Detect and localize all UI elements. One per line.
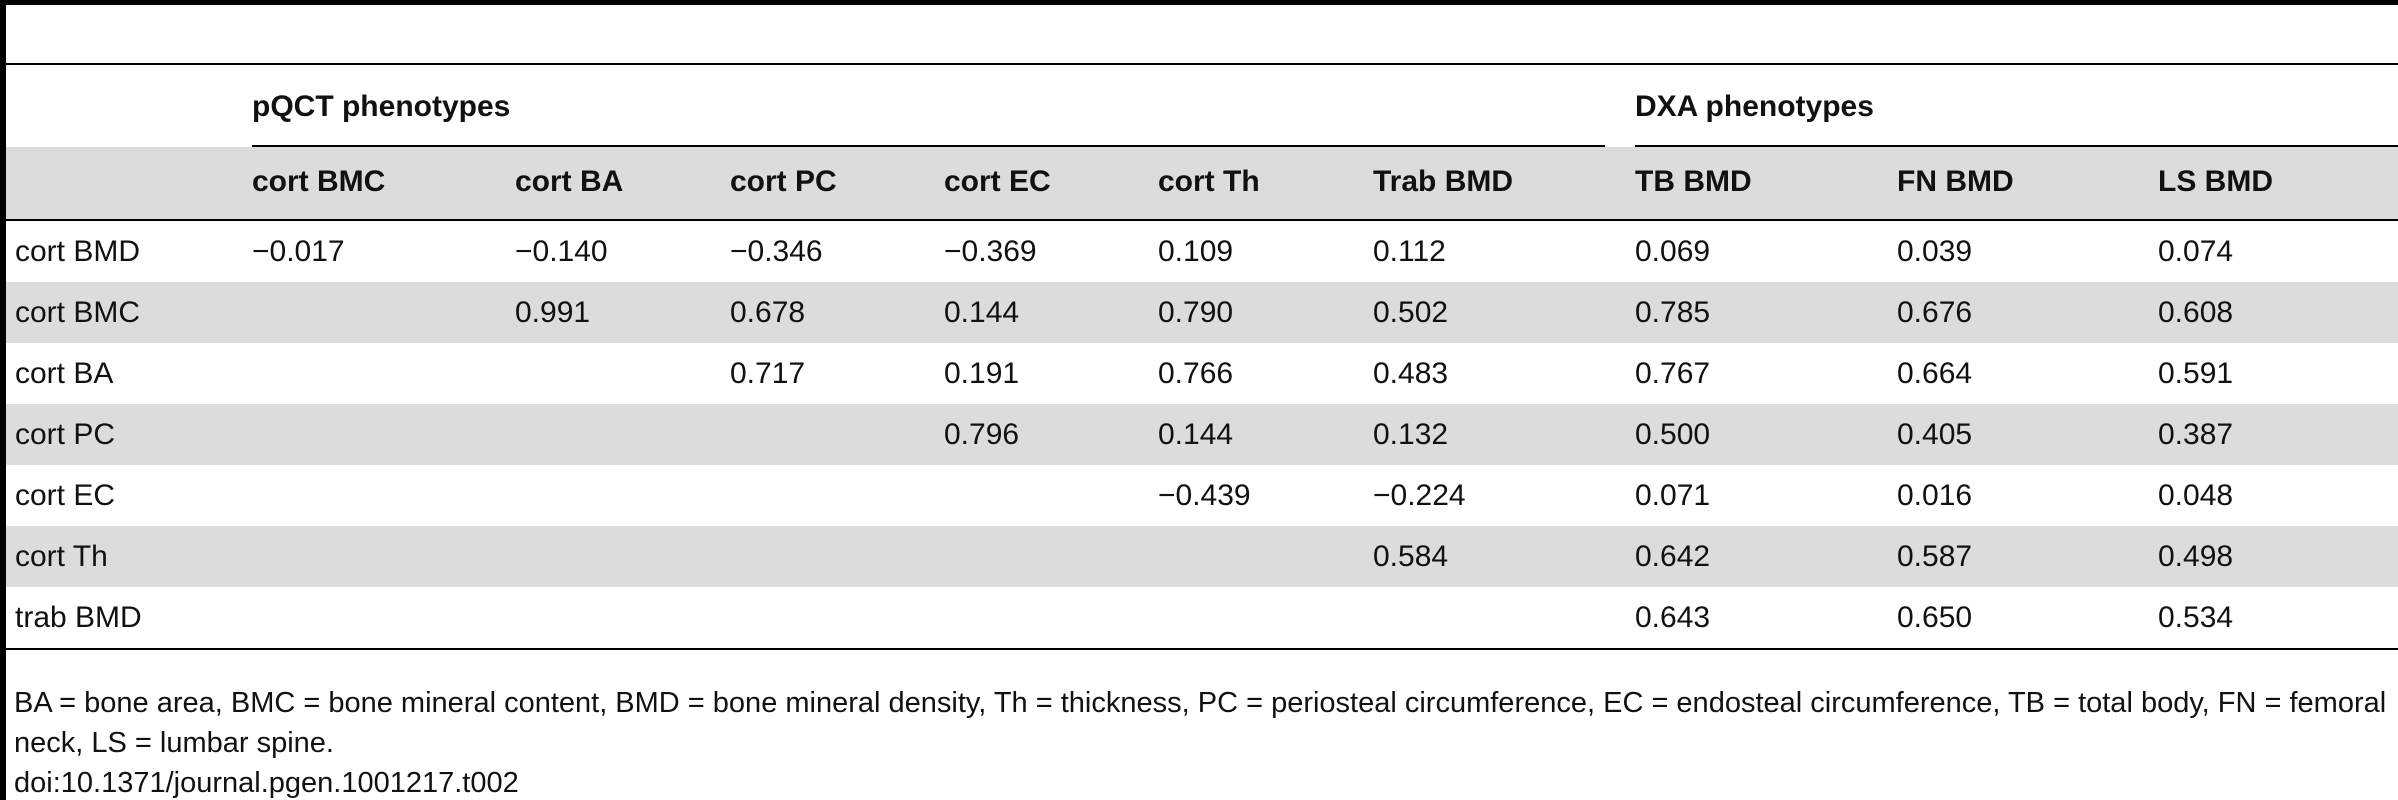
- cell: 0.500: [1635, 417, 1711, 451]
- cell: 0.584: [1373, 539, 1449, 573]
- row-label: cort EC: [15, 478, 116, 512]
- doi: doi:10.1371/journal.pgen.1001217.t002: [14, 767, 519, 799]
- row-label: trab BMD: [15, 600, 142, 634]
- cell: 0.991: [515, 295, 591, 329]
- row-label: cort PC: [15, 417, 116, 451]
- column-header: cort PC: [730, 165, 837, 198]
- footnote-block: BA = bone area, BMC = bone mineral conte…: [14, 683, 2394, 800]
- cell: 0.387: [2158, 417, 2234, 451]
- row-label: cort BMD: [15, 234, 141, 268]
- top-border: [0, 0, 2398, 5]
- cell: 0.048: [2158, 478, 2234, 512]
- cell: −0.140: [515, 234, 608, 268]
- row-band: [6, 404, 2398, 465]
- column-header: cort Th: [1158, 165, 1260, 198]
- cell: 0.767: [1635, 356, 1711, 390]
- cell: 0.796: [944, 417, 1020, 451]
- cell: 0.676: [1897, 295, 1973, 329]
- cell: 0.191: [944, 356, 1020, 390]
- cell: 0.591: [2158, 356, 2234, 390]
- cell: 0.109: [1158, 234, 1234, 268]
- row-label: cort Th: [15, 539, 108, 573]
- group-rule: [1635, 145, 2398, 147]
- cell: 0.144: [944, 295, 1020, 329]
- cell: 0.534: [2158, 600, 2234, 634]
- cell: 0.039: [1897, 234, 1973, 268]
- column-header: TB BMD: [1635, 165, 1752, 198]
- cell: 0.785: [1635, 295, 1711, 329]
- column-header: FN BMD: [1897, 165, 2014, 198]
- cell: −0.369: [944, 234, 1037, 268]
- rule: [6, 648, 2398, 650]
- cell: 0.016: [1897, 478, 1973, 512]
- group-header: DXA phenotypes: [1635, 90, 1874, 123]
- cell: 0.112: [1373, 234, 1446, 268]
- column-header: cort BA: [515, 165, 624, 198]
- column-header: cort BMC: [252, 165, 386, 198]
- column-header: Trab BMD: [1373, 165, 1514, 198]
- cell: 0.144: [1158, 417, 1234, 451]
- cell: 0.498: [2158, 539, 2234, 573]
- row-band: [6, 526, 2398, 587]
- cell: −0.346: [730, 234, 823, 268]
- cell: 0.071: [1635, 478, 1711, 512]
- cell: 0.650: [1897, 600, 1973, 634]
- cell: 0.074: [2158, 234, 2234, 268]
- cell: 0.483: [1373, 356, 1449, 390]
- cell: 0.502: [1373, 295, 1449, 329]
- footnote: BA = bone area, BMC = bone mineral conte…: [14, 687, 2387, 759]
- cell: 0.766: [1158, 356, 1234, 390]
- group-header: pQCT phenotypes: [252, 90, 511, 123]
- row-band: [6, 282, 2398, 343]
- cell: 0.678: [730, 295, 806, 329]
- cell: 0.664: [1897, 356, 1973, 390]
- cell: 0.790: [1158, 295, 1234, 329]
- cell: −0.224: [1373, 478, 1466, 512]
- rule: [6, 63, 2398, 65]
- column-header: LS BMD: [2158, 165, 2273, 198]
- cell: 0.642: [1635, 539, 1711, 573]
- cell: 0.717: [730, 356, 806, 390]
- cell: 0.132: [1373, 417, 1449, 451]
- cell: −0.439: [1158, 478, 1251, 512]
- cell: 0.069: [1635, 234, 1711, 268]
- column-header: cort EC: [944, 165, 1051, 198]
- row-label: cort BA: [15, 356, 114, 390]
- group-rule: [252, 145, 1605, 147]
- left-border: [0, 0, 6, 800]
- cell: 0.643: [1635, 600, 1711, 634]
- header-band: [6, 147, 2398, 219]
- rule: [6, 219, 2398, 221]
- cell: 0.405: [1897, 417, 1973, 451]
- cell: 0.587: [1897, 539, 1973, 573]
- cell: 0.608: [2158, 295, 2234, 329]
- row-label: cort BMC: [15, 295, 141, 329]
- cell: −0.017: [252, 234, 345, 268]
